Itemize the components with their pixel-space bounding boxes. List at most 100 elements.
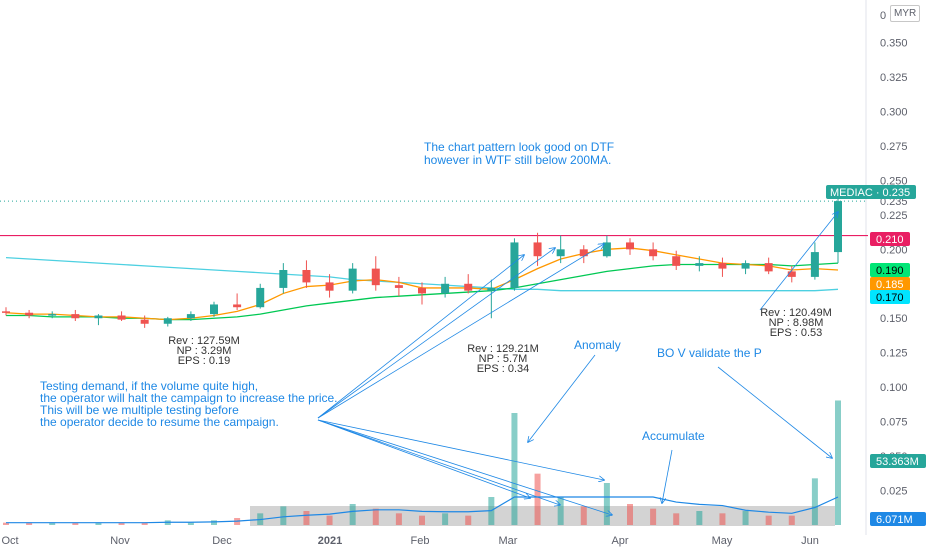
candle-body bbox=[25, 312, 34, 316]
x-tick-label: Dec bbox=[212, 535, 232, 547]
testing-note-line: the operator decide to resume the campai… bbox=[40, 415, 279, 429]
candle-body bbox=[117, 315, 126, 320]
symbol-tag-text: MEDIAC · 0.235 bbox=[830, 187, 910, 199]
annotation-arrow bbox=[317, 244, 604, 419]
candle-body bbox=[394, 285, 403, 288]
annotation-arrow bbox=[317, 255, 524, 419]
annotation-arrow bbox=[317, 419, 530, 498]
volume-bar bbox=[811, 478, 818, 525]
volume-bar bbox=[765, 515, 772, 525]
bo-label: BO V validate the P bbox=[657, 346, 762, 360]
fundamental-line: EPS : 0.34 bbox=[477, 363, 530, 375]
volume-bar bbox=[442, 513, 449, 525]
x-tick-label: Feb bbox=[411, 535, 430, 547]
volume-bar bbox=[118, 522, 125, 525]
y-axis: 0.350 0.325 0.300 0.275 0.250 0.235 0.225 0.200… bbox=[880, 10, 908, 498]
y-tick-label: 0.125 bbox=[880, 348, 908, 360]
fundamental-line: EPS : 0.53 bbox=[770, 327, 823, 339]
candle-body bbox=[579, 249, 588, 257]
candle-body bbox=[418, 287, 426, 294]
volume-bar bbox=[627, 504, 633, 525]
volume-badge bbox=[870, 454, 926, 468]
grid-layer bbox=[0, 0, 868, 535]
x-tick-label: Mar bbox=[499, 535, 518, 547]
fundamental-line: EPS : 0.19 bbox=[178, 355, 231, 367]
annotation-arrow bbox=[662, 449, 673, 503]
volume-bar bbox=[557, 497, 564, 525]
annotation-arrow bbox=[317, 248, 555, 419]
fundamental-line: Rev : 120.49M bbox=[760, 307, 832, 319]
volume-bar bbox=[788, 515, 795, 525]
y-tick-label: 0.025 bbox=[880, 486, 908, 498]
volume-bar bbox=[673, 513, 680, 525]
candle-body bbox=[834, 201, 842, 253]
volume-layer bbox=[3, 400, 841, 526]
symbol-tag bbox=[826, 185, 916, 199]
y-tick-label: 0.150 bbox=[880, 313, 908, 325]
candle-body bbox=[325, 282, 334, 291]
candle-body bbox=[626, 242, 634, 250]
annotation-arrow bbox=[317, 419, 604, 480]
candle-body bbox=[487, 287, 496, 291]
candle-body bbox=[741, 263, 750, 269]
volume-bar bbox=[650, 508, 657, 525]
candle-layer bbox=[2, 196, 842, 328]
candle-body bbox=[279, 270, 288, 288]
candle-body bbox=[441, 283, 450, 294]
volume-bar bbox=[835, 400, 841, 525]
fundamental-line: Rev : 127.59M bbox=[168, 335, 240, 347]
candle-body bbox=[533, 242, 542, 257]
annotation-layer: The chart pattern look good on DTFhoweve… bbox=[40, 140, 838, 515]
volume-bar bbox=[280, 506, 287, 525]
candle-body bbox=[256, 287, 265, 308]
x-axis: Oct Nov Dec 2021 Feb Mar Apr May Jun bbox=[1, 535, 818, 547]
volume-badge-text: 53.363M bbox=[876, 456, 919, 468]
candle-body bbox=[48, 314, 57, 316]
volume-bar bbox=[395, 513, 402, 525]
fundamental-line: Rev : 129.21M bbox=[467, 343, 539, 355]
volume-bar bbox=[303, 511, 310, 525]
testing-note-line: the operator will halt the campaign to i… bbox=[40, 391, 338, 405]
candle-body bbox=[140, 319, 149, 324]
y-tick-label: 0.250 bbox=[880, 175, 908, 187]
candle-body bbox=[764, 263, 773, 272]
fundamental-line: NP : 5.7M bbox=[479, 353, 528, 365]
volume-bar bbox=[95, 522, 102, 525]
candle-body bbox=[649, 249, 658, 257]
volume-bar bbox=[49, 522, 56, 525]
price-badge bbox=[870, 290, 910, 304]
y-tick-label: 0.350 bbox=[880, 38, 908, 50]
y-tick-label: 0.075 bbox=[880, 417, 908, 429]
price-badge bbox=[870, 232, 910, 246]
candle-body bbox=[787, 271, 796, 277]
candle-body bbox=[371, 268, 380, 286]
price-badge bbox=[870, 277, 910, 291]
annotation-arrow bbox=[317, 419, 560, 505]
candle-body bbox=[556, 249, 565, 257]
dtf-note-line: however in WTF still below 200MA. bbox=[424, 153, 611, 167]
candle-body bbox=[163, 318, 172, 324]
candle-body bbox=[602, 242, 611, 257]
volume-bar bbox=[326, 515, 333, 525]
dtf-note-line: The chart pattern look good on DTF bbox=[424, 140, 614, 154]
volume-bar bbox=[349, 504, 356, 525]
x-tick-label: Oct bbox=[1, 535, 18, 547]
currency-label: MYR bbox=[890, 5, 921, 22]
y-tick-label: 0.200 bbox=[880, 244, 908, 256]
candle-body bbox=[2, 311, 10, 313]
volume-bar bbox=[3, 522, 9, 525]
y-tick-label: 0.225 bbox=[880, 210, 908, 222]
volume-bar bbox=[511, 413, 518, 525]
candle-body bbox=[94, 315, 103, 319]
x-tick-label: Nov bbox=[110, 535, 130, 547]
price-badge-text: 0.190 bbox=[876, 265, 904, 277]
price-badge-text: 0.170 bbox=[876, 292, 904, 304]
annotation-arrow bbox=[317, 419, 612, 515]
accumulate-label: Accumulate bbox=[642, 429, 705, 443]
volume-bar bbox=[534, 473, 541, 525]
fundamental-line: NP : 8.98M bbox=[769, 317, 824, 329]
candle-body bbox=[718, 263, 727, 269]
candle-body bbox=[233, 304, 242, 308]
